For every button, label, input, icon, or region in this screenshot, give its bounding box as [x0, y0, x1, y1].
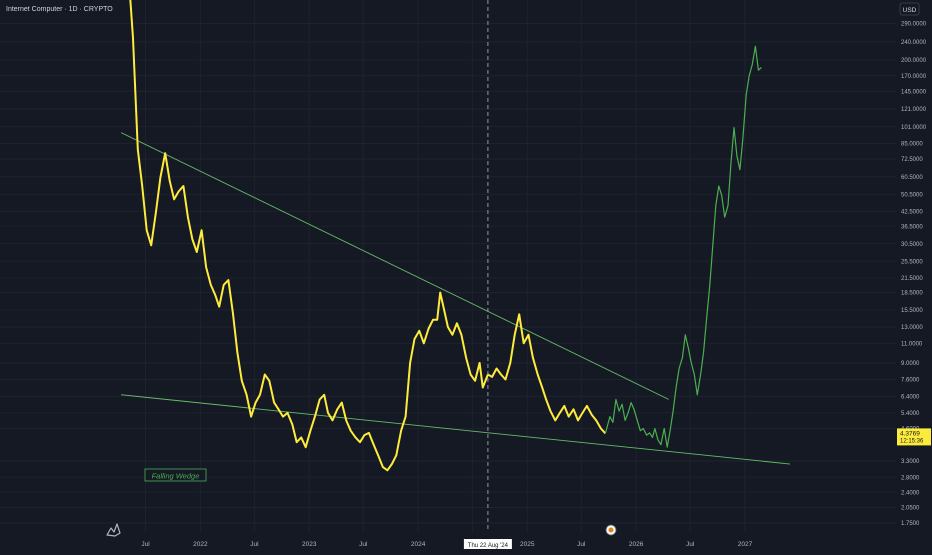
price-axis-tick-label: 18.5000: [901, 291, 923, 297]
price-axis-tick-label: 170.0000: [901, 74, 927, 80]
price-axis-tick-label: 3.3000: [901, 459, 920, 465]
time-axis-tick-label: Jul: [359, 541, 368, 548]
price-axis-tick-label: 7.6000: [901, 378, 920, 384]
price-axis-tick-label: 2.0500: [901, 506, 920, 512]
price-axis[interactable]: 290.0000 240.0000 200.0000 170.0000 145.0000…: [901, 22, 927, 527]
price-axis-tick-label: 6.4000: [901, 394, 920, 400]
last-price-value: 4.3769: [900, 430, 920, 437]
price-axis-tick-label: 5.4000: [901, 411, 920, 417]
pattern-label: Falling Wedge: [152, 472, 200, 481]
price-axis-tick-label: 200.0000: [901, 58, 927, 64]
price-axis-tick-label: 15.5000: [901, 308, 923, 314]
price-axis-tick-label: 2.8000: [901, 475, 920, 481]
wedge-lower-trendline[interactable]: [121, 394, 791, 465]
broadcast-icon[interactable]: [605, 524, 617, 536]
price-axis-tick-label: 21.5000: [901, 276, 923, 282]
time-axis[interactable]: Jul2022Jul2023Jul2024Jul2025Jul2026Jul20…: [141, 541, 752, 548]
tradingview-logo-icon[interactable]: [106, 523, 121, 537]
trendlines[interactable]: [120, 132, 791, 465]
currency-button[interactable]: USD: [899, 2, 920, 16]
price-countdown: 12:15:36: [900, 438, 924, 444]
time-axis-tick-label: Jul: [686, 541, 695, 548]
crosshair-date-label: Thu 22 Aug '24: [468, 543, 509, 549]
time-axis-tick-label: Jul: [577, 541, 586, 548]
time-axis-tick-label: 2024: [411, 541, 426, 548]
time-axis-tick-label: Jul: [141, 541, 150, 548]
symbol-title: Internet Computer · 1D · CRYPTO: [6, 6, 113, 13]
time-axis-tick-label: 2027: [738, 541, 753, 548]
price-series[interactable]: [129, 0, 762, 472]
time-axis-tick-label: Jul: [250, 541, 259, 548]
price-axis-tick-label: 72.5000: [901, 157, 923, 163]
price-axis-tick-label: 2.4000: [901, 490, 920, 496]
price-axis-tick-label: 50.5000: [901, 193, 923, 199]
price-line-historical[interactable]: [129, 0, 607, 472]
price-axis-tick-label: 11.0000: [901, 342, 923, 348]
price-axis-tick-label: 1.7500: [901, 521, 920, 527]
time-axis-tick-label: 2022: [193, 541, 208, 548]
price-axis-tick-label: 240.0000: [901, 40, 927, 46]
time-axis-tick-label: 2026: [629, 541, 644, 548]
currency-button-label: USD: [903, 7, 917, 14]
price-line-projection[interactable]: [604, 45, 762, 448]
price-axis-tick-label: 25.5000: [901, 259, 923, 265]
price-axis-tick-label: 60.5000: [901, 175, 923, 181]
pattern-label-box[interactable]: Falling Wedge: [144, 468, 207, 482]
last-price-tag: 4.3769 12:15:36: [897, 428, 931, 446]
price-axis-tick-label: 13.0000: [901, 325, 923, 331]
price-axis-tick-label: 121.0000: [901, 107, 927, 113]
price-axis-tick-label: 101.0000: [901, 125, 927, 131]
price-axis-tick-label: 9.0000: [901, 361, 920, 367]
price-axis-tick-label: 36.5000: [901, 224, 923, 230]
price-axis-tick-label: 145.0000: [901, 89, 927, 95]
crosshair-date-tag: Thu 22 Aug '24: [463, 539, 512, 549]
time-axis-tick-label: 2023: [302, 541, 317, 548]
price-axis-tick-label: 42.5000: [901, 209, 923, 215]
wedge-upper-trendline[interactable]: [120, 132, 669, 400]
price-axis-tick-label: 290.0000: [901, 22, 927, 28]
price-axis-tick-label: 85.0000: [901, 142, 923, 148]
price-axis-tick-label: 30.5000: [901, 242, 923, 248]
time-axis-tick-label: 2025: [520, 541, 535, 548]
price-axis-background: [896, 0, 932, 550]
